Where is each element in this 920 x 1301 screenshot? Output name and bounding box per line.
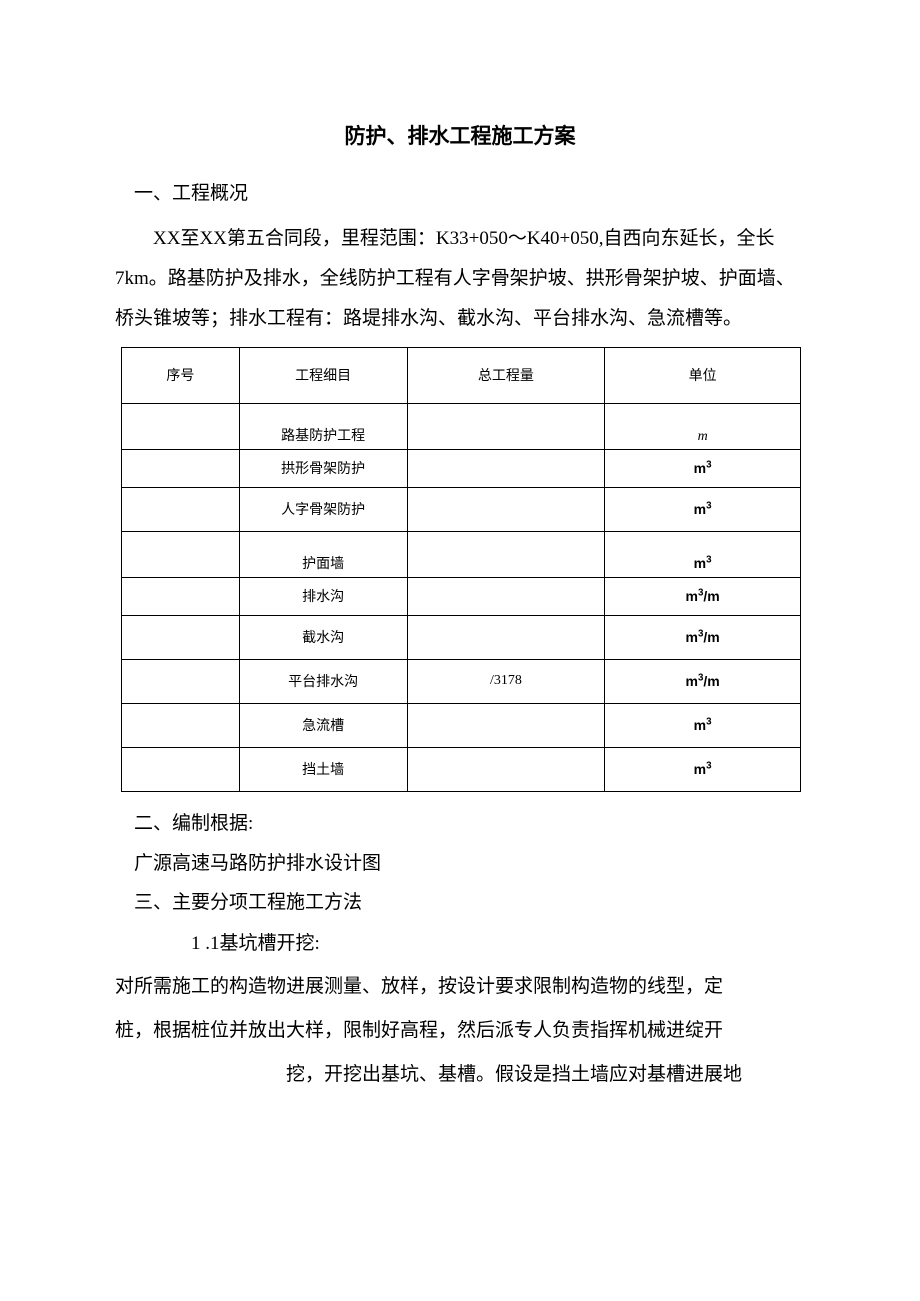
section1-paragraph: XX至XX第五合同段，里程范围：K33+050～K40+050,自西向东延长，全…	[115, 219, 805, 339]
th-seq: 序号	[122, 347, 240, 403]
cell-qty	[407, 531, 605, 577]
cell-qty	[407, 703, 605, 747]
th-qty: 总工程量	[407, 347, 605, 403]
cell-item: 挡土墙	[239, 747, 407, 791]
quantity-table: 序号 工程细目 总工程量 单位 路基防护工程m拱形骨架防护m3人字骨架防护m3护…	[121, 347, 801, 792]
section1-heading: 一、工程概况	[115, 178, 805, 205]
section2-body: 广源高速马路防护排水设计图	[115, 844, 805, 884]
cell-seq	[122, 659, 240, 703]
th-item: 工程细目	[239, 347, 407, 403]
cell-qty: /3178	[407, 659, 605, 703]
cell-seq	[122, 403, 240, 449]
table-row: 拱形骨架防护 m3	[122, 449, 801, 487]
cell-item: 拱形骨架防护	[239, 449, 407, 487]
table-row: 人字骨架防护 m3	[122, 487, 801, 531]
cell-item: 截水沟	[239, 615, 407, 659]
cell-unit: m	[605, 403, 801, 449]
section3-sub-heading: 1 .1基坑槽开挖:	[115, 923, 805, 965]
table-row: 路基防护工程 m	[122, 403, 801, 449]
cell-qty	[407, 403, 605, 449]
table-body: 路基防护工程 m 拱形骨架防护 m3 人字骨架防护 m3 护面墙 m3 排水沟 m3/m 截水沟 m3…	[122, 403, 801, 791]
table-row: 平台排水沟/3178m3/m	[122, 659, 801, 703]
table-row: 护面墙 m3	[122, 531, 801, 577]
cell-qty	[407, 449, 605, 487]
cell-seq	[122, 615, 240, 659]
doc-title: 防护、排水工程施工方案	[115, 120, 805, 150]
th-unit: 单位	[605, 347, 801, 403]
table-row: 排水沟 m3/m	[122, 577, 801, 615]
cell-unit: m3	[605, 703, 801, 747]
cell-item: 急流槽	[239, 703, 407, 747]
section3-line1: 对所需施工的构造物进展测量、放样，按设计要求限制构造物的线型，定	[115, 965, 805, 1009]
section3-heading: 三、主要分项工程施工方法	[115, 883, 805, 923]
cell-unit: m3	[605, 747, 801, 791]
section3-line3: 挖，开挖出基坑、基槽。假设是挡土墙应对基槽进展地	[115, 1053, 805, 1097]
cell-unit: m3/m	[605, 615, 801, 659]
cell-qty	[407, 577, 605, 615]
cell-item: 排水沟	[239, 577, 407, 615]
cell-seq	[122, 703, 240, 747]
table-row: 急流槽 m3	[122, 703, 801, 747]
table-row: 截水沟 m3/m	[122, 615, 801, 659]
cell-seq	[122, 449, 240, 487]
cell-seq	[122, 747, 240, 791]
cell-unit: m3/m	[605, 577, 801, 615]
section2-heading: 二、编制根据:	[115, 804, 805, 844]
cell-seq	[122, 577, 240, 615]
cell-unit: m3	[605, 531, 801, 577]
cell-item: 平台排水沟	[239, 659, 407, 703]
cell-unit: m3/m	[605, 659, 801, 703]
section3-line2: 桩，根据桩位并放出大样，限制好高程，然后派专人负责指挥机械进绽开	[115, 1009, 805, 1053]
cell-seq	[122, 531, 240, 577]
cell-item: 路基防护工程	[239, 403, 407, 449]
table-header-row: 序号 工程细目 总工程量 单位	[122, 347, 801, 403]
cell-qty	[407, 747, 605, 791]
cell-qty	[407, 615, 605, 659]
cell-item: 人字骨架防护	[239, 487, 407, 531]
section3-paragraph: 对所需施工的构造物进展测量、放样，按设计要求限制构造物的线型，定 桩，根据桩位并…	[115, 965, 805, 1096]
cell-qty	[407, 487, 605, 531]
cell-seq	[122, 487, 240, 531]
table-row: 挡土墙 m3	[122, 747, 801, 791]
cell-unit: m3	[605, 487, 801, 531]
cell-item: 护面墙	[239, 531, 407, 577]
cell-unit: m3	[605, 449, 801, 487]
